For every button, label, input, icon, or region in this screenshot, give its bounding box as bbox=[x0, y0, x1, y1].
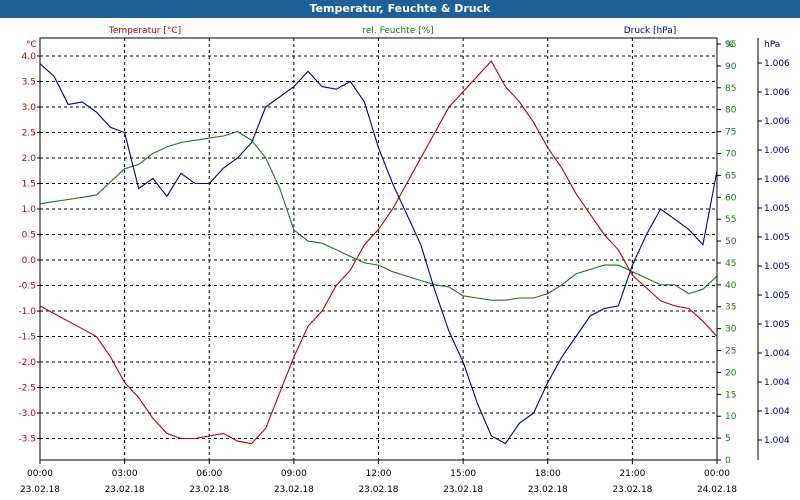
time-axis: 00:00 23.02.18 03:00 23.02.18 06:00 23.02.18 0… bbox=[20, 460, 737, 495]
temperature-tick-label: 4.0 bbox=[22, 52, 37, 62]
temperature-tick-label: 3.0 bbox=[22, 103, 37, 113]
temperature-axis-label: Temperatur [°C] bbox=[108, 26, 181, 36]
date-tick-label: 23.02.18 bbox=[443, 485, 483, 495]
pressure-tick-label: 1.006 bbox=[764, 88, 790, 98]
pressure-tick-label: 1.005 bbox=[764, 233, 790, 243]
temperature-series-line bbox=[39, 60, 718, 445]
humidity-tick-label: 15 bbox=[725, 390, 736, 400]
humidity-tick-label: 75 bbox=[725, 128, 736, 138]
pressure-axis: 1.006 1.006 1.006 1.006 1.006 1.005 1.005 1.005… bbox=[757, 38, 790, 460]
pressure-tick-label: 1.005 bbox=[764, 204, 790, 214]
time-tick-label: 00:00 bbox=[27, 469, 53, 479]
humidity-tick-label: 55 bbox=[725, 215, 736, 225]
date-tick-label: 23.02.18 bbox=[105, 485, 145, 495]
humidity-tick-label: 85 bbox=[725, 84, 736, 94]
date-tick-label: 23.02.18 bbox=[20, 485, 60, 495]
humidity-unit: % bbox=[725, 40, 734, 50]
pressure-tick-label: 1.005 bbox=[764, 291, 790, 301]
time-tick-label: 00:00 bbox=[704, 469, 730, 479]
pressure-tick-label: 1.006 bbox=[764, 59, 790, 69]
temperature-tick-label: -3.5 bbox=[18, 435, 36, 445]
temperature-tick-label: -2.5 bbox=[18, 384, 36, 394]
pressure-tick-label: 1.004 bbox=[764, 407, 790, 417]
pressure-tick-label: 1.004 bbox=[764, 378, 790, 388]
temperature-tick-label: 2.5 bbox=[22, 129, 36, 139]
date-tick-label: 23.02.18 bbox=[274, 485, 314, 495]
date-tick-label: 23.02.18 bbox=[612, 485, 652, 495]
temperature-tick-label: -3.0 bbox=[18, 409, 36, 419]
humidity-tick-label: 45 bbox=[725, 259, 736, 269]
temperature-tick-label: 1.5 bbox=[22, 180, 36, 190]
humidity-tick-label: 40 bbox=[725, 281, 737, 291]
humidity-tick-label: 95 bbox=[725, 40, 736, 50]
temperature-tick-label: -1.5 bbox=[18, 333, 36, 343]
time-tick-label: 18:00 bbox=[535, 469, 561, 479]
humidity-tick-label: 0 bbox=[725, 456, 731, 466]
time-tick-label: 15:00 bbox=[450, 469, 476, 479]
pressure-tick-label: 1.005 bbox=[764, 320, 790, 330]
time-tick-label: 09:00 bbox=[281, 469, 307, 479]
humidity-series-line bbox=[39, 131, 718, 301]
humidity-tick-label: 90 bbox=[725, 62, 737, 72]
temperature-unit: °C bbox=[26, 40, 37, 50]
humidity-axis-label: rel. Feuchte [%] bbox=[362, 26, 433, 36]
humidity-tick-label: 80 bbox=[725, 106, 737, 116]
pressure-tick-label: 1.004 bbox=[764, 436, 790, 446]
temperature-axis: 4.0 3.5 3.0 2.5 2.0 1.5 1.0 0.5 0.0 -0.5 -1.0 -1.5 -… bbox=[18, 52, 40, 445]
pressure-tick-label: 1.004 bbox=[764, 349, 790, 359]
time-tick-label: 03:00 bbox=[112, 469, 138, 479]
humidity-tick-label: 35 bbox=[725, 303, 736, 313]
series-lines bbox=[39, 60, 718, 445]
pressure-tick-label: 1.006 bbox=[764, 175, 790, 185]
humidity-tick-label: 20 bbox=[725, 368, 737, 378]
date-tick-label: 23.02.18 bbox=[189, 485, 229, 495]
date-tick-label: 24.02.18 bbox=[697, 485, 737, 495]
pressure-tick-label: 1.005 bbox=[764, 262, 790, 272]
temperature-tick-label: 0.0 bbox=[22, 256, 37, 266]
date-tick-label: 23.02.18 bbox=[528, 485, 568, 495]
humidity-tick-label: 25 bbox=[725, 347, 736, 357]
temperature-tick-label: 3.5 bbox=[22, 78, 36, 88]
humidity-tick-label: 60 bbox=[725, 193, 737, 203]
window-title: Temperatur, Feuchte & Druck bbox=[0, 0, 800, 18]
humidity-tick-label: 10 bbox=[725, 412, 737, 422]
temperature-tick-label: -0.5 bbox=[18, 282, 36, 292]
time-tick-label: 12:00 bbox=[366, 469, 392, 479]
humidity-tick-label: 70 bbox=[725, 149, 737, 159]
humidity-tick-label: 50 bbox=[725, 237, 737, 247]
humidity-tick-label: 65 bbox=[725, 171, 736, 181]
time-tick-label: 21:00 bbox=[619, 469, 645, 479]
pressure-tick-label: 1.006 bbox=[764, 117, 790, 127]
humidity-tick-label: 5 bbox=[725, 434, 731, 444]
temperature-tick-label: 0.5 bbox=[22, 231, 36, 241]
temperature-tick-label: -2.0 bbox=[18, 358, 36, 368]
date-tick-label: 23.02.18 bbox=[358, 485, 398, 495]
temperature-tick-label: 2.0 bbox=[22, 154, 37, 164]
temperature-tick-label: -1.0 bbox=[18, 307, 36, 317]
time-tick-label: 06:00 bbox=[196, 469, 222, 479]
pressure-series-line bbox=[39, 63, 718, 445]
pressure-tick-label: 1.006 bbox=[764, 146, 790, 156]
temperature-tick-label: 1.0 bbox=[22, 205, 37, 215]
pressure-axis-label: Druck [hPa] bbox=[624, 26, 677, 36]
humidity-tick-label: 30 bbox=[725, 325, 737, 335]
pressure-unit: hPa bbox=[764, 40, 780, 50]
